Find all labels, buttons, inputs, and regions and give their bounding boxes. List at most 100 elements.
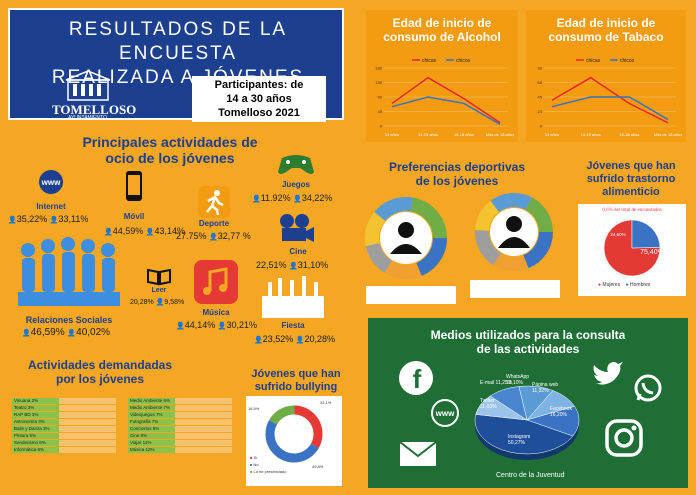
svg-text:www: www — [41, 178, 61, 187]
runner-icon — [198, 186, 230, 218]
leer-label: Leer — [151, 287, 167, 294]
bar-fill — [128, 419, 175, 425]
bar-label: Baile y Danza 3% — [14, 426, 50, 431]
party-crowd-icon — [262, 276, 324, 318]
y-tick-label: 90 — [378, 95, 383, 100]
globe-icon: www — [39, 170, 63, 194]
demanded-bars-left: Vinuana 2% Teatro 3% RAP BD 3% Astronomía 3… — [12, 398, 116, 454]
internet-stats: 👤35,22% 👤33,11% — [8, 214, 89, 224]
bar-fill — [12, 419, 59, 425]
alcohol-line-chart: chicas chicos 180 135 90 45 013 años 14-15 años… — [375, 58, 514, 137]
sports-donut-male — [365, 197, 447, 279]
gamepad-icon — [278, 155, 314, 174]
bar-fill — [12, 447, 59, 453]
bar-row: Medio Ambiente 6% — [128, 398, 232, 404]
series-line-chicos — [551, 96, 669, 121]
eating-legend: ● Mujeres ● Hombres — [598, 282, 651, 288]
x-tick-label: 14-15 años — [581, 132, 601, 137]
pie-data-label: 24,60% — [610, 232, 625, 237]
bar-label: Videojuegos 7% — [130, 412, 163, 417]
media-label-twitter: Twitter 11,03% — [480, 398, 497, 410]
bar-label: Pintura 5% — [14, 433, 37, 438]
bar-row: Cine 8% — [128, 433, 232, 439]
y-tick-label: 180 — [375, 66, 382, 71]
bar-label: RAP BD 3% — [14, 412, 39, 417]
juegos-stats: 👤11.92% 👤34,22% — [252, 193, 333, 203]
media-label-web: Página web 11,32% — [532, 382, 559, 394]
female-icon: 👤 — [176, 323, 185, 330]
y-tick-label: 135 — [375, 80, 382, 85]
male-avatar-icon — [398, 222, 414, 238]
legend-label: chicos — [456, 58, 471, 64]
bar-label: Fotografía 7% — [130, 419, 159, 424]
bar-fill — [128, 433, 175, 439]
juegos-label: Juegos — [281, 180, 310, 189]
bar-row: RAP BD 3% — [12, 412, 116, 418]
logo-sub: AYUNTAMIENTO — [68, 115, 107, 121]
media-label-instagram: Instagram 50,27% — [508, 434, 531, 446]
demanded-title: Actividades demandadas por los jóvenes — [27, 358, 173, 386]
bullying-label-bottom: 49,8% — [312, 464, 324, 469]
male-icon: 👤 — [209, 234, 218, 241]
musica-stats: 👤44,14% 👤30,21% — [176, 320, 258, 330]
bullying-donut-chart — [265, 405, 323, 463]
bar-row: Medio Ambiente 7% — [128, 405, 232, 411]
header-panel: RESULTADOS DE LA ENCUESTA REALIZADA A JÓ… — [8, 8, 344, 122]
instagram-icon — [605, 419, 643, 457]
y-tick-label: 45 — [378, 109, 383, 114]
bar-row: Vinuana 2% — [12, 398, 116, 404]
participants-line3: Tomelloso 2021 — [218, 107, 300, 119]
female-icon: 👤 — [252, 196, 261, 203]
bullying-title: Jóvenes que han sufrido bullying — [251, 368, 341, 393]
bar-row: Conciertos 8% — [128, 426, 232, 432]
sports-legend-female — [470, 280, 560, 298]
bar-row: Videojuegos 7% — [128, 412, 232, 418]
bar-label: Música 12% — [130, 447, 155, 452]
y-tick-label: 0 — [380, 124, 383, 129]
bar-row: Teatro 3% — [12, 405, 116, 411]
donut-segment — [265, 405, 323, 463]
bar-label: Medio Ambiente 6% — [130, 398, 171, 403]
group-people-icon — [18, 237, 120, 306]
x-tick-label: Más de 18 años — [486, 132, 514, 137]
svg-text:f: f — [413, 364, 422, 394]
x-tick-label: Más de 18 años — [654, 132, 682, 137]
legend-label: chicas — [422, 58, 437, 64]
legend-label: chicos — [620, 58, 635, 64]
bar-label: Informática 6% — [14, 447, 45, 452]
x-tick-label: 13 años — [385, 132, 399, 137]
y-tick-label: 90 — [538, 66, 543, 71]
bar-row: Música 12% — [128, 447, 232, 453]
media-label-facebook: Facebook 16,20% — [550, 406, 572, 418]
bar-label: Medio Ambiente 7% — [130, 405, 171, 410]
participants-line1: Participantes: de — [214, 79, 304, 91]
media-label-email: E-mail 11,25% — [480, 380, 513, 386]
bar-row: Senderismo 6% — [12, 440, 116, 446]
pie-slice — [603, 219, 661, 277]
leer-stats: 20,28% 👤9,58% — [130, 299, 185, 306]
book-icon — [147, 268, 171, 286]
bar-fill — [12, 426, 59, 432]
female-icon: 👤 — [8, 217, 17, 224]
series-line-chicas — [391, 76, 501, 124]
bar-fill — [128, 426, 175, 432]
bullying-legend: ■ Sí ■ No ■ Lo he presenciado — [250, 455, 287, 474]
x-tick-label: 16-18 años — [619, 132, 639, 137]
eating-note: 6,6% del total de encuestados — [602, 208, 662, 213]
eating-title: Jóvenes que han sufrido trastorno alimen… — [586, 160, 676, 198]
relaciones-stats: 👤46,59% 👤40,02% — [22, 327, 111, 338]
bar-fill — [12, 440, 59, 446]
twitter-icon — [593, 362, 623, 385]
cine-stats: 22,51% 👤31,10% — [256, 260, 329, 270]
bullying-card: 33,1% 16,9% 49,8% ■ Sí ■ No ■ Lo he pres… — [246, 396, 342, 486]
male-icon: 👤 — [145, 229, 155, 236]
fiesta-label: Fiesta — [281, 321, 305, 330]
legend-label: chicas — [586, 58, 601, 64]
bar-row: Pintura 5% — [12, 433, 116, 439]
internet-label: Internet — [36, 202, 66, 211]
y-tick-label: 0 — [540, 124, 543, 129]
bullying-label-top: 33,1% — [320, 400, 332, 405]
media-title: Medios utilizados para la consulta de la… — [430, 328, 626, 356]
title-line1: RESULTADOS DE LA ENCUESTA — [68, 19, 288, 64]
bar-fill — [128, 405, 175, 411]
